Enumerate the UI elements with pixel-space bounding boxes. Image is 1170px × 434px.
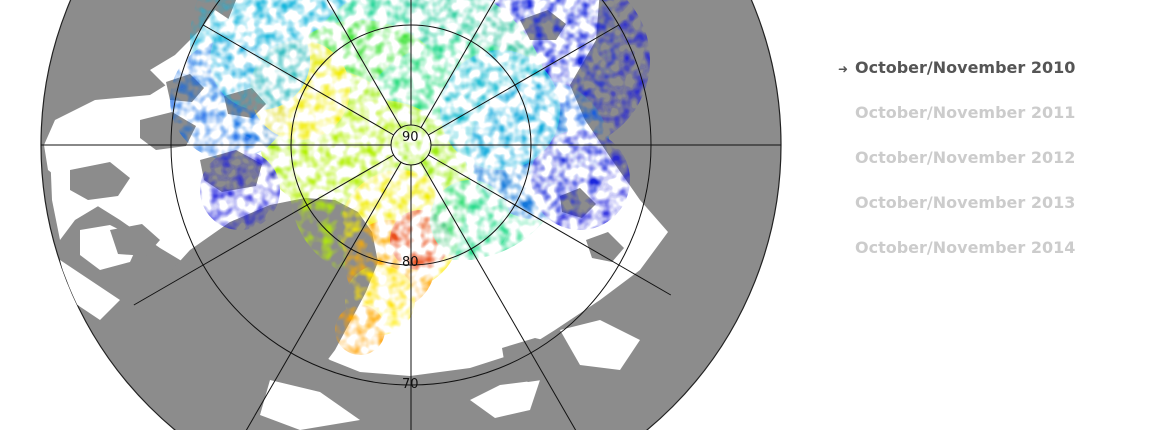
arrow-right-icon: ➜ <box>838 62 849 76</box>
period-item-2011[interactable]: ➜October/November 2011 <box>838 101 1158 146</box>
meridian-line <box>530 352 579 434</box>
meridian-line <box>428 154 620 266</box>
meridian-line <box>202 154 394 266</box>
arctic-ice-thickness-map: 90 80 70 <box>40 0 782 434</box>
meridian-line <box>420 162 532 354</box>
meridian-line <box>420 0 496 128</box>
meridian-line <box>202 24 394 136</box>
period-label: October/November 2014 <box>855 238 1076 257</box>
ice-thickness-patch <box>210 10 310 110</box>
graticule <box>41 0 781 434</box>
period-item-2012[interactable]: ➜October/November 2012 <box>838 146 1158 191</box>
latitude-labels: 90 80 70 <box>402 130 419 392</box>
period-item-2014[interactable]: ➜October/November 2014 <box>838 236 1158 281</box>
meridian-line <box>290 162 402 354</box>
period-label: October/November 2013 <box>855 193 1076 212</box>
ice-thickness-patch <box>440 50 560 170</box>
meridian-line <box>618 264 672 296</box>
meridian-line <box>133 264 204 306</box>
period-item-2013[interactable]: ➜October/November 2013 <box>838 191 1158 236</box>
period-label: October/November 2012 <box>855 148 1076 167</box>
ice-thickness-patch <box>335 305 385 355</box>
ice-thickness-patch <box>430 180 510 260</box>
period-label: October/November 2010 <box>855 58 1076 77</box>
period-label: October/November 2011 <box>855 103 1076 122</box>
ice-thickness-patch <box>530 130 630 230</box>
latitude-label-80: 80 <box>402 255 419 270</box>
latitude-label-70: 70 <box>402 377 419 392</box>
meridian-line <box>428 24 620 136</box>
period-list: ➜ October/November 2010 ➜October/November… <box>838 56 1158 281</box>
latitude-label-90: 90 <box>402 130 419 145</box>
ice-thickness-patch <box>200 150 280 230</box>
meridian-line <box>243 352 292 434</box>
meridian-line <box>326 0 402 128</box>
period-item-2010[interactable]: ➜ October/November 2010 <box>838 56 1158 101</box>
ice-thickness-layer <box>170 0 650 355</box>
